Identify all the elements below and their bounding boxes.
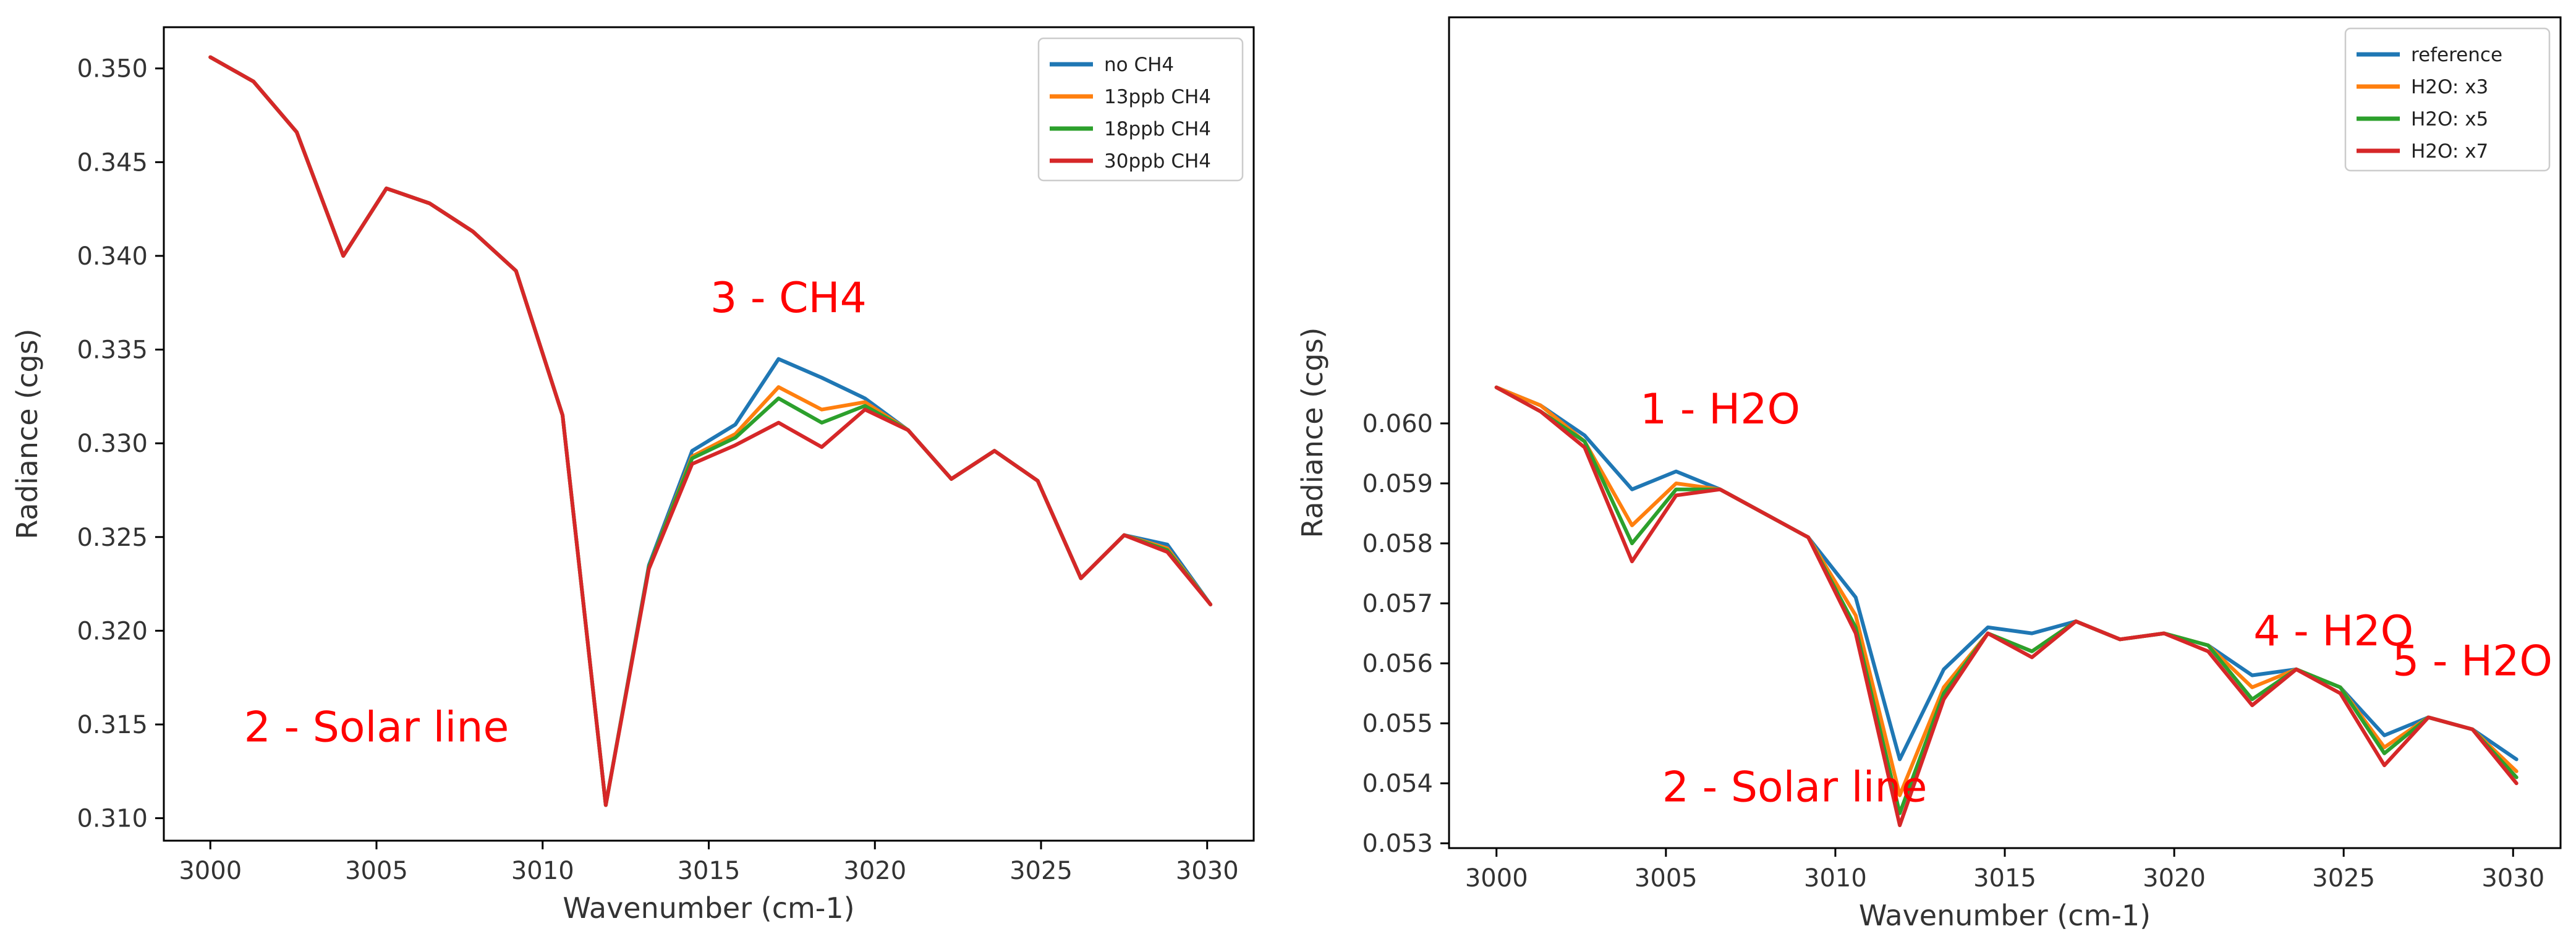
y-tick-label: 0.335 (77, 336, 148, 365)
y-tick-label: 0.350 (77, 55, 148, 83)
chart-panel-2: 3000 3005 3010 3015 3020 3025 3030 0.053 0.054 0.… (1296, 16, 2562, 932)
y-tick-label: 0.345 (77, 148, 148, 177)
legend-entry-3: H2O: x5 (2411, 108, 2488, 130)
x-tick-label: 3025 (2312, 864, 2375, 893)
y-tick-label: 0.053 (1362, 830, 1433, 858)
x-tick-label: 3020 (2143, 864, 2206, 893)
y-tick-label: 0.054 (1362, 770, 1433, 798)
annotation-3: 5 - H2O (2392, 637, 2553, 686)
x-tick-label: 3015 (1973, 864, 2036, 893)
x-tick-label: 3000 (1465, 864, 1528, 893)
legend-entry-3: 18ppb CH4 (1104, 118, 1211, 140)
x-tick-label: 3030 (2481, 864, 2544, 893)
legend-entry-1: reference (2411, 44, 2502, 66)
x-tick-label: 3005 (345, 857, 408, 885)
y-tick-label: 0.060 (1362, 410, 1433, 438)
y-tick-label: 0.330 (77, 430, 148, 458)
y-tick-label: 0.325 (77, 524, 148, 552)
x-tick-label: 3015 (678, 857, 741, 885)
legend-entry-4: 30ppb CH4 (1104, 150, 1211, 172)
x-tick-label: 3000 (179, 857, 242, 885)
legend-box (1037, 37, 1244, 182)
y-tick-label: 0.057 (1362, 590, 1433, 618)
y-tick-label: 0.315 (77, 711, 148, 739)
legend: reference H2O: x3 H2O: x5 H2O: x7 (2344, 27, 2551, 172)
legend-box (2344, 27, 2551, 172)
series-line-4 (1494, 385, 2519, 828)
y-axis-label: Radiance (cgs) (1296, 327, 1329, 538)
legend-entry-2: H2O: x3 (2411, 76, 2488, 98)
series-line-3 (1494, 385, 2519, 815)
annotation-1: 3 - CH4 (710, 274, 867, 323)
y-axis-label: Radiance (cgs) (11, 328, 44, 539)
annotation-1: 1 - H2O (1640, 385, 1800, 434)
annotation-2: 4 - H2O (2253, 607, 2413, 656)
x-tick-label: 3025 (1010, 857, 1073, 885)
y-tick-label: 0.056 (1362, 650, 1433, 678)
legend: no CH4 13ppb CH4 18ppb CH4 30ppb CH4 (1037, 37, 1244, 182)
x-tick-label: 3030 (1176, 857, 1239, 885)
y-tick-label: 0.340 (77, 242, 148, 271)
x-tick-label: 3020 (843, 857, 906, 885)
chart-panel-1: 3000 3005 3010 3015 3020 3025 3030 0.310 0.315 0.… (11, 26, 1255, 925)
y-tick-label: 0.055 (1362, 710, 1433, 738)
legend-entry-4: H2O: x7 (2411, 140, 2488, 163)
x-tick-label: 3010 (511, 857, 574, 885)
y-tick-label: 0.320 (77, 617, 148, 645)
legend-entry-2: 13ppb CH4 (1104, 86, 1211, 108)
series-line-1 (1494, 385, 2519, 762)
y-tick-label: 0.058 (1362, 530, 1433, 558)
annotation-4: 2 - Solar line (1662, 763, 1928, 812)
x-tick-label: 3005 (1634, 864, 1698, 893)
y-tick-label: 0.059 (1362, 470, 1433, 498)
series-line-4 (208, 55, 1213, 807)
legend-entry-1: no CH4 (1104, 54, 1174, 76)
x-axis-label: Wavenumber (cm-1) (1859, 899, 2151, 932)
x-axis-label: Wavenumber (cm-1) (563, 891, 854, 925)
x-tick-label: 3010 (1804, 864, 1867, 893)
annotation-2: 2 - Solar line (244, 703, 509, 752)
y-tick-label: 0.310 (77, 805, 148, 833)
